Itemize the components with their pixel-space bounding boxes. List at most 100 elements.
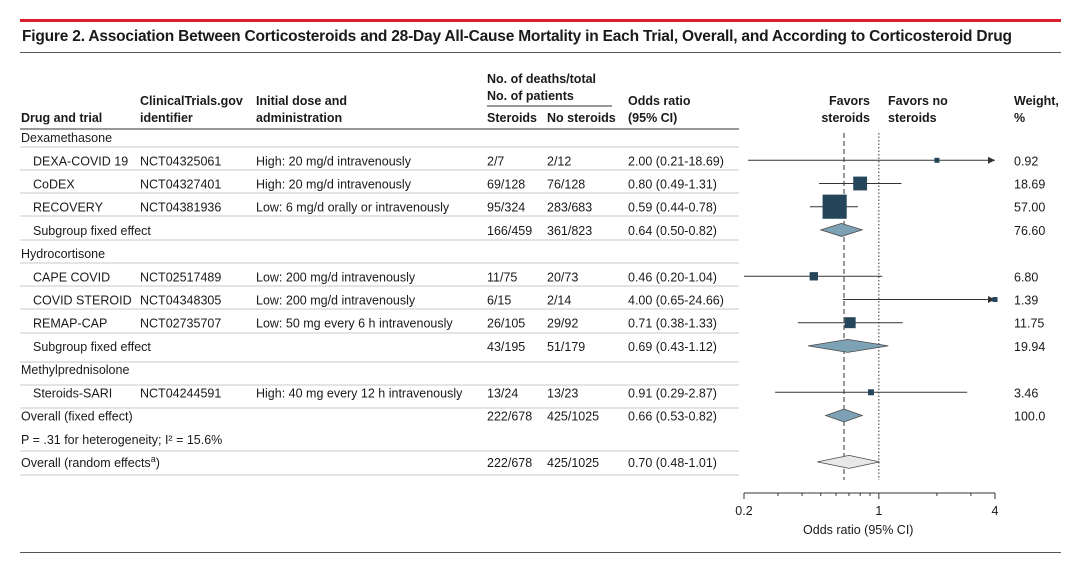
no-steroids-count: 2/14 (547, 294, 571, 308)
point-estimate-box (809, 272, 818, 281)
steroids-count: 26/105 (487, 317, 525, 331)
ci-arrow (988, 296, 995, 303)
title-rule (20, 52, 1061, 53)
header-favors-right-line2: steroids (888, 111, 937, 125)
header-drug: Drug and trial (21, 111, 102, 125)
weight-value: 19.94 (1014, 340, 1045, 354)
point-estimate-box (853, 176, 868, 191)
dose-text: Low: 50 mg every 6 h intravenously (256, 317, 453, 331)
dose-text: High: 20 mg/d intravenously (256, 178, 412, 192)
pooled-diamond (824, 408, 864, 423)
header-dose-line2: administration (256, 111, 342, 125)
heterogeneity-note: P = .31 for heterogeneity; I² = 15.6% (21, 433, 222, 447)
no-steroids-count: 425/1025 (547, 456, 599, 470)
dose-text: High: 40 mg every 12 h intravenously (256, 386, 463, 400)
trial-identifier: NCT04327401 (140, 178, 221, 192)
header-favors-right-line1: Favors no (888, 94, 948, 108)
group-label: Hydrocortisone (21, 247, 105, 261)
weight-value: 76.60 (1014, 224, 1045, 238)
weight-value: 18.69 (1014, 178, 1045, 192)
point-estimate-box (934, 157, 940, 163)
steroids-count: 222/678 (487, 410, 532, 424)
steroids-count: 222/678 (487, 456, 532, 470)
steroids-count: 43/195 (487, 340, 525, 354)
trial-identifier: NCT02735707 (140, 317, 221, 331)
odds-ratio-text: 0.80 (0.49-1.31) (628, 178, 717, 192)
no-steroids-count: 76/128 (547, 178, 585, 192)
x-tick-label: 4 (992, 504, 999, 518)
odds-ratio-text: 0.71 (0.38-1.33) (628, 317, 717, 331)
steroids-count: 11/75 (487, 270, 517, 284)
header-no-steroids: No steroids (547, 111, 616, 125)
dose-text: Low: 200 mg/d intravenously (256, 294, 416, 308)
point-estimate-box (822, 194, 847, 219)
dose-text: High: 20 mg/d intravenously (256, 154, 412, 168)
dose-text: Low: 6 mg/d orally or intravenously (256, 201, 450, 215)
pooled-diamond (817, 454, 880, 469)
no-steroids-count: 361/823 (547, 224, 592, 238)
no-steroids-count: 425/1025 (547, 410, 599, 424)
trial-identifier: NCT04348305 (140, 294, 221, 308)
header-weight-line1: Weight, (1014, 94, 1059, 108)
trial-name: REMAP-CAP (33, 317, 107, 331)
header-deaths-line1: No. of deaths/total (487, 72, 596, 86)
trial-name: Steroids-SARI (33, 386, 112, 400)
dose-text: Low: 200 mg/d intravenously (256, 270, 416, 284)
odds-ratio-text: 0.46 (0.20-1.04) (628, 270, 717, 284)
weight-value: 1.39 (1014, 294, 1038, 308)
no-steroids-count: 51/179 (547, 340, 585, 354)
bottom-rule (20, 552, 1061, 553)
header-weight-line2: % (1014, 111, 1025, 125)
weight-value: 57.00 (1014, 201, 1045, 215)
header-id-line2: identifier (140, 111, 193, 125)
trial-identifier: NCT04381936 (140, 201, 221, 215)
trial-name: COVID STEROID (33, 294, 132, 308)
no-steroids-count: 29/92 (547, 317, 578, 331)
ci-arrow (988, 156, 995, 164)
odds-ratio-text: 0.69 (0.43-1.12) (628, 340, 717, 354)
trial-name: CoDEX (33, 178, 75, 192)
trial-identifier: NCT02517489 (140, 270, 221, 284)
pooled-diamond (819, 222, 864, 237)
row-label: Overall (fixed effect) (21, 410, 133, 424)
weight-value: 100.0 (1014, 410, 1045, 424)
steroids-count: 6/15 (487, 294, 511, 308)
row-label: Overall (random effectsa) (21, 454, 160, 470)
weight-value: 11.75 (1014, 317, 1044, 331)
odds-ratio-text: 0.64 (0.50-0.82) (628, 224, 717, 238)
header-or-line1: Odds ratio (628, 94, 691, 108)
steroids-count: 69/128 (487, 178, 525, 192)
header-dose-line1: Initial dose and (256, 94, 347, 108)
trial-name: CAPE COVID (33, 270, 110, 284)
odds-ratio-text: 2.00 (0.21-18.69) (628, 154, 724, 168)
no-steroids-count: 283/683 (547, 201, 592, 215)
point-estimate-box (867, 389, 874, 396)
x-tick-label: 0.2 (735, 504, 752, 518)
odds-ratio-text: 0.59 (0.44-0.78) (628, 201, 717, 215)
header-id-line1: ClinicalTrials.gov (140, 94, 243, 108)
pooled-diamond (808, 338, 889, 353)
no-steroids-count: 2/12 (547, 154, 571, 168)
header-deaths-line2: No. of patients (487, 89, 574, 103)
point-estimate-box (992, 297, 998, 302)
group-label: Dexamethasone (21, 131, 112, 145)
steroids-count: 2/7 (487, 154, 504, 168)
trial-name: RECOVERY (33, 201, 104, 215)
weight-value: 6.80 (1014, 270, 1038, 284)
odds-ratio-text: 4.00 (0.65-24.66) (628, 294, 724, 308)
header-steroids: Steroids (487, 111, 537, 125)
figure-title: Figure 2. Association Between Corticoste… (22, 28, 1012, 45)
top-accent-rule (20, 19, 1061, 22)
x-tick-label: 1 (875, 504, 882, 518)
steroids-count: 95/324 (487, 201, 525, 215)
odds-ratio-text: 0.91 (0.29-2.87) (628, 386, 717, 400)
group-label: Methylprednisolone (21, 363, 129, 377)
row-label: Subgroup fixed effect (33, 340, 151, 354)
plot-area: 0.2 1 4 Odds ratio (95% CI) (735, 133, 999, 537)
header-favors-left-line2: steroids (821, 111, 870, 125)
trial-name: DEXA-COVID 19 (33, 154, 128, 168)
odds-ratio-text: 0.66 (0.53-0.82) (628, 410, 717, 424)
odds-ratio-text: 0.70 (0.48-1.01) (628, 456, 717, 470)
weight-value: 0.92 (1014, 154, 1038, 168)
